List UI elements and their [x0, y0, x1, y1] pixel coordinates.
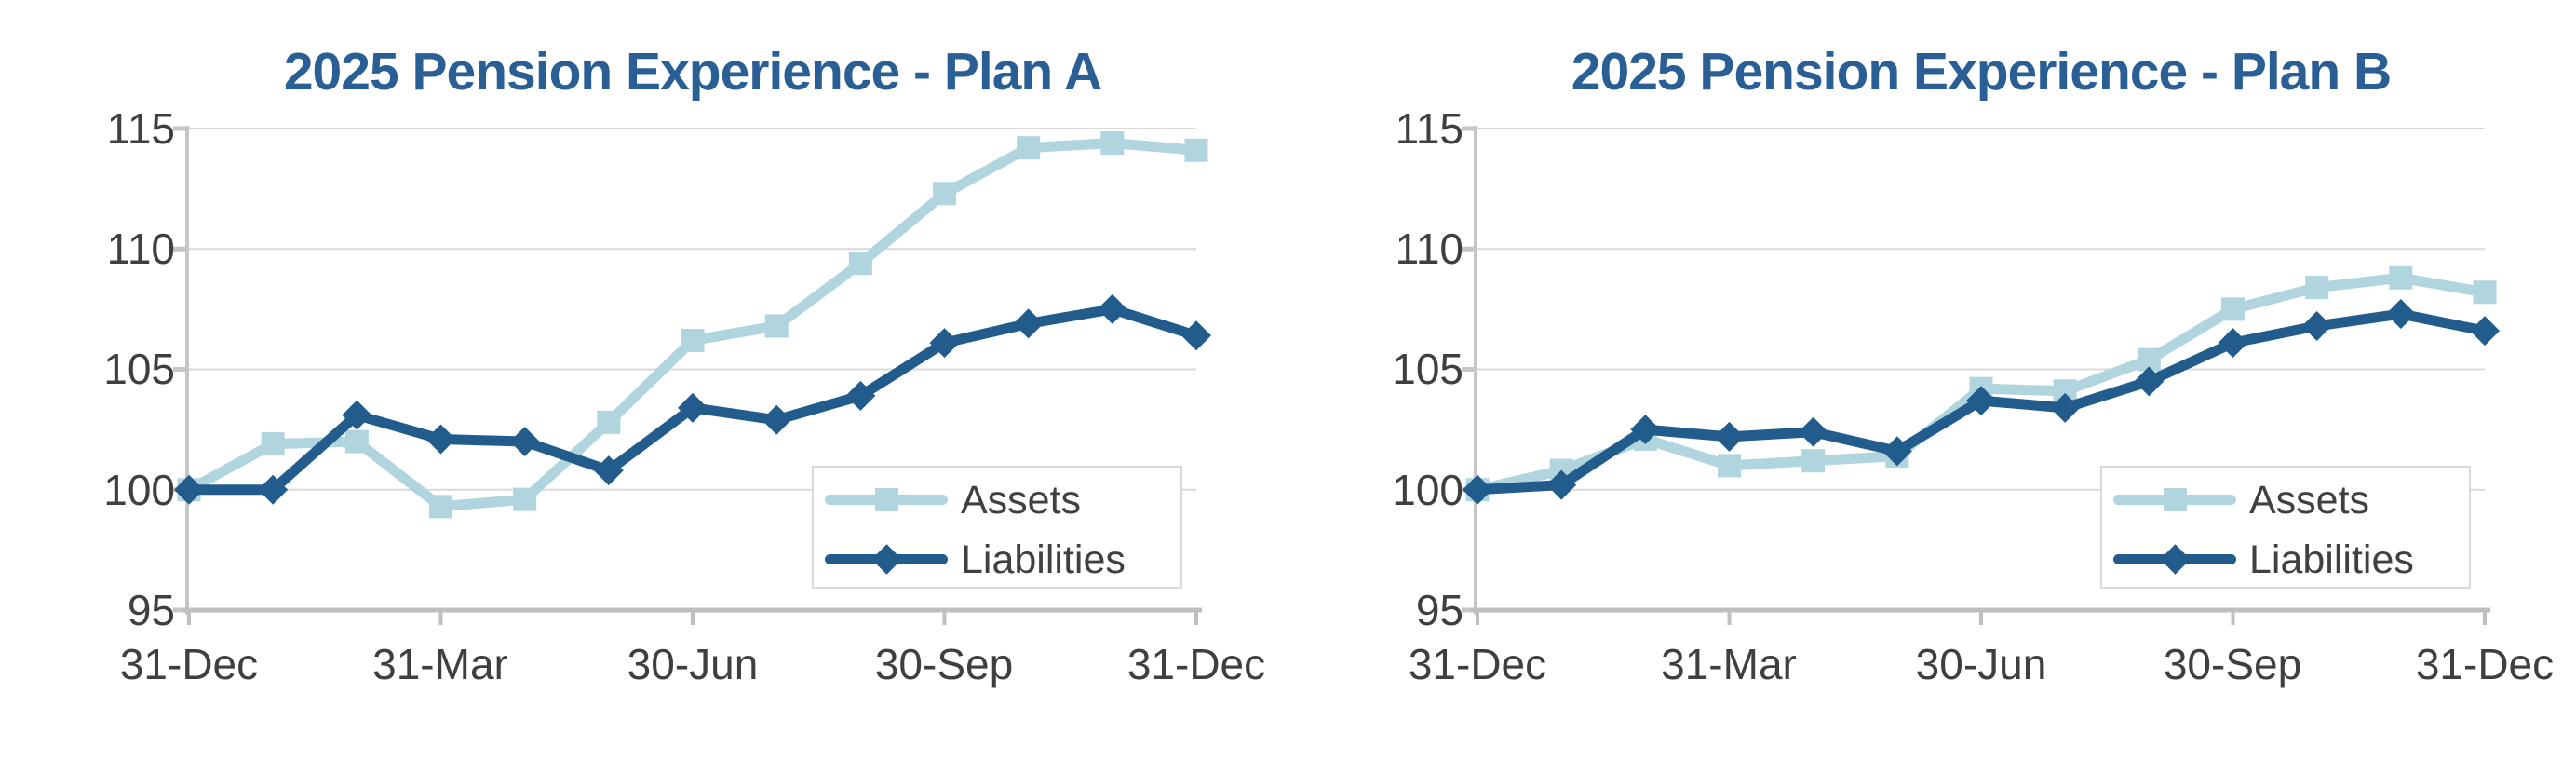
square-marker	[848, 252, 872, 276]
plan-a-plot-area	[173, 126, 1211, 625]
plan-b-y-axis-label-95: 95	[1415, 586, 1463, 634]
x-axis-tick	[1979, 610, 1983, 625]
x-axis-tick	[438, 610, 443, 625]
y-axis-tick-95	[1462, 607, 1474, 613]
plan-a-y-axis-label-115: 115	[106, 104, 175, 153]
diamond-marker	[678, 392, 708, 423]
y-axis-tick-110	[173, 246, 185, 252]
y-axis-tick-115	[173, 126, 185, 131]
plan-a-x-axis-label-dec-start: 31-Dec	[119, 640, 259, 688]
diamond-marker	[845, 380, 876, 411]
square-marker	[1100, 131, 1125, 156]
x-axis-tick	[2231, 610, 2235, 625]
diamond-marker	[762, 404, 792, 435]
diamond-marker	[2385, 299, 2416, 330]
plan-b-plot-area	[1462, 126, 2500, 625]
square-marker	[933, 182, 956, 206]
diamond-marker	[2050, 392, 2081, 423]
plan-b-x-axis-label-jun: 30-Jun	[1915, 640, 2047, 688]
diamond-marker	[2301, 310, 2332, 341]
y-axis-tick-110	[1462, 246, 1474, 252]
plan-a-chart-title: 2025 Pension Experience - Plan A	[283, 42, 1102, 102]
square-marker	[2221, 297, 2245, 321]
y-axis-tick-105	[1462, 367, 1474, 372]
plan-b-y-axis-label-110: 110	[1395, 224, 1463, 273]
plan-b-y-axis-label-100: 100	[1392, 466, 1463, 514]
plan-b-y-axis-label-105: 105	[1392, 345, 1463, 393]
diamond-marker	[1546, 469, 1577, 500]
square-marker	[1801, 449, 1826, 473]
plan-a-legend-label-assets: Assets	[961, 478, 1082, 523]
plan-a-x-axis-label-dec-end: 31-Dec	[1126, 640, 1266, 688]
square-marker	[764, 314, 789, 338]
diamond-marker	[1798, 416, 1828, 447]
y-axis-tick-115	[1462, 126, 1474, 131]
plan-a-legend-label-liabilities: Liabilities	[961, 537, 1126, 582]
diamond-marker	[1463, 474, 1492, 505]
x-axis-tick	[942, 610, 947, 625]
diamond-marker	[1630, 415, 1661, 445]
plan-a-y-axis-label-110: 110	[106, 224, 175, 273]
square-marker	[429, 495, 452, 519]
diamond-marker	[2470, 316, 2500, 347]
y-axis-tick-105	[173, 367, 185, 372]
diamond-marker	[1181, 320, 1211, 351]
plan-a-x-axis-label-jun: 30-Jun	[627, 640, 759, 688]
diamond-marker	[1881, 436, 1912, 467]
square-marker	[261, 432, 285, 456]
x-axis-tick	[187, 610, 191, 625]
diamond-marker	[1714, 421, 1745, 452]
diamond-marker	[258, 474, 289, 505]
diamond-marker	[509, 427, 540, 457]
diamond-marker	[929, 328, 960, 359]
x-axis-tick	[1194, 610, 1198, 625]
diamond-marker	[1097, 293, 1127, 324]
plan-b-legend-label-assets: Assets	[2249, 478, 2370, 523]
plan-b-legend-square-marker-icon	[2164, 488, 2187, 511]
plan-b-chart-title: 2025 Pension Experience - Plan B	[1571, 42, 2392, 102]
y-axis-tick-95	[173, 607, 185, 613]
y-axis-line	[1474, 126, 1477, 615]
plan-b-x-axis-label-dec-start: 31-Dec	[1408, 640, 1547, 688]
diamond-marker	[2134, 366, 2165, 397]
diamond-marker	[174, 474, 204, 505]
x-axis-tick	[1476, 610, 1479, 625]
plan-b-x-axis-label-dec-end: 31-Dec	[2415, 640, 2555, 688]
x-axis-tick	[691, 610, 695, 625]
square-marker	[344, 429, 369, 454]
square-marker	[2473, 280, 2497, 305]
pension-chart-plan-a: 2025 Pension Experience - Plan A 115 110…	[103, 42, 1265, 688]
plan-a-y-axis-label-105: 105	[103, 345, 175, 393]
square-marker	[1718, 454, 1741, 478]
square-marker	[1184, 138, 1208, 162]
square-marker	[513, 487, 537, 511]
plan-a-y-axis-label-100: 100	[103, 466, 175, 514]
plan-b-legend-label-liabilities: Liabilities	[2249, 537, 2414, 582]
diamond-marker	[2218, 328, 2248, 359]
diamond-marker	[425, 424, 456, 455]
diamond-marker	[593, 455, 624, 486]
diamond-marker	[342, 400, 372, 430]
x-axis-tick	[1727, 610, 1732, 625]
plan-a-x-axis-label-mar: 31-Mar	[372, 640, 508, 688]
diamond-marker	[1966, 386, 1996, 416]
plan-b-y-axis-label-115: 115	[1395, 104, 1463, 153]
square-marker	[2389, 265, 2413, 290]
square-marker	[681, 328, 705, 352]
plan-a-legend	[812, 466, 1182, 589]
x-axis-tick	[2483, 610, 2487, 625]
plan-b-legend	[2100, 466, 2471, 589]
plan-b-x-axis-label-sep: 30-Sep	[2163, 640, 2302, 688]
plan-b-x-axis-label-mar: 31-Mar	[1661, 640, 1797, 688]
square-marker	[597, 410, 621, 434]
square-marker	[1017, 136, 1041, 160]
plan-a-y-axis-label-95: 95	[127, 586, 175, 634]
y-axis-line	[185, 126, 189, 615]
plan-a-x-axis-label-sep: 30-Sep	[874, 640, 1014, 688]
square-marker	[2305, 276, 2329, 300]
pension-chart-plan-b: 2025 Pension Experience - Plan B 115 110…	[1288, 0, 2576, 775]
diamond-marker	[1013, 308, 1044, 339]
plan-a-legend-square-marker-icon	[875, 488, 898, 511]
